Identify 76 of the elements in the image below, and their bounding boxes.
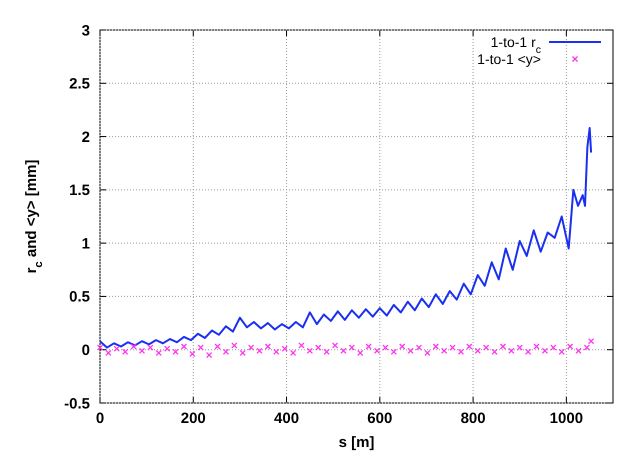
- point: [214, 343, 221, 350]
- point: [298, 342, 305, 349]
- point: [474, 348, 481, 354]
- point: [424, 350, 431, 356]
- point: [365, 343, 372, 350]
- point: [483, 344, 490, 351]
- point: [324, 348, 330, 355]
- y-tick-label: 0: [82, 342, 90, 359]
- point: [441, 348, 448, 354]
- point: [222, 348, 230, 355]
- point: [340, 348, 347, 354]
- point: [164, 346, 170, 352]
- point: [399, 343, 406, 350]
- y-tick-label: 1: [82, 235, 90, 252]
- point: [306, 348, 314, 354]
- point: [282, 346, 288, 352]
- x-axis-title: s [m]: [338, 434, 374, 451]
- point: [114, 346, 120, 352]
- x-tick-label: 400: [274, 410, 300, 427]
- point: [382, 344, 389, 351]
- point: [156, 350, 162, 356]
- point: [96, 344, 104, 351]
- point: [332, 342, 338, 349]
- point: [458, 348, 464, 355]
- point: [390, 348, 397, 355]
- y-tick-label: 3: [82, 22, 90, 40]
- point: [240, 350, 246, 356]
- point: [416, 344, 422, 351]
- x-tick-label: 200: [180, 410, 206, 427]
- point: [566, 343, 574, 350]
- point: [248, 344, 254, 351]
- point: [147, 344, 154, 351]
- point: [516, 344, 523, 351]
- point: [290, 350, 296, 356]
- point: [550, 344, 556, 351]
- point: [198, 344, 204, 351]
- y-tick-label: 1.5: [69, 182, 90, 200]
- point: [130, 343, 137, 350]
- point: [189, 350, 196, 358]
- point: [315, 344, 322, 351]
- point: [533, 343, 540, 350]
- point: [172, 348, 179, 355]
- point: [206, 352, 212, 358]
- point: [407, 348, 414, 354]
- y-tick-label: 0.5: [69, 288, 90, 306]
- point: [588, 338, 594, 344]
- point: [466, 343, 473, 350]
- point: [491, 348, 498, 355]
- x-tick-label: 0: [96, 410, 104, 427]
- point: [584, 344, 590, 351]
- y-tick-label: 2.5: [69, 76, 90, 93]
- point: [542, 348, 548, 354]
- x-tick-label: 600: [367, 410, 392, 427]
- point: [374, 348, 380, 354]
- point: [264, 343, 272, 350]
- point: [105, 350, 112, 356]
- point: [256, 348, 263, 354]
- point: [449, 344, 456, 351]
- point: [575, 348, 582, 354]
- x-tick-label: 800: [460, 410, 486, 427]
- point: [138, 348, 146, 354]
- point: [273, 348, 280, 355]
- point: [180, 343, 188, 350]
- point: [432, 343, 439, 350]
- line-series: [99, 127, 592, 349]
- point: [500, 343, 506, 350]
- point: [357, 350, 364, 356]
- point: [231, 342, 238, 349]
- y-tick-label: -0.5: [64, 395, 90, 412]
- point: [122, 348, 128, 355]
- x-tick-label: 1000: [550, 410, 584, 427]
- point: [558, 348, 565, 355]
- point: [508, 348, 514, 354]
- y-tick-label: 2: [82, 128, 90, 146]
- point: [348, 344, 355, 351]
- point: [524, 348, 532, 355]
